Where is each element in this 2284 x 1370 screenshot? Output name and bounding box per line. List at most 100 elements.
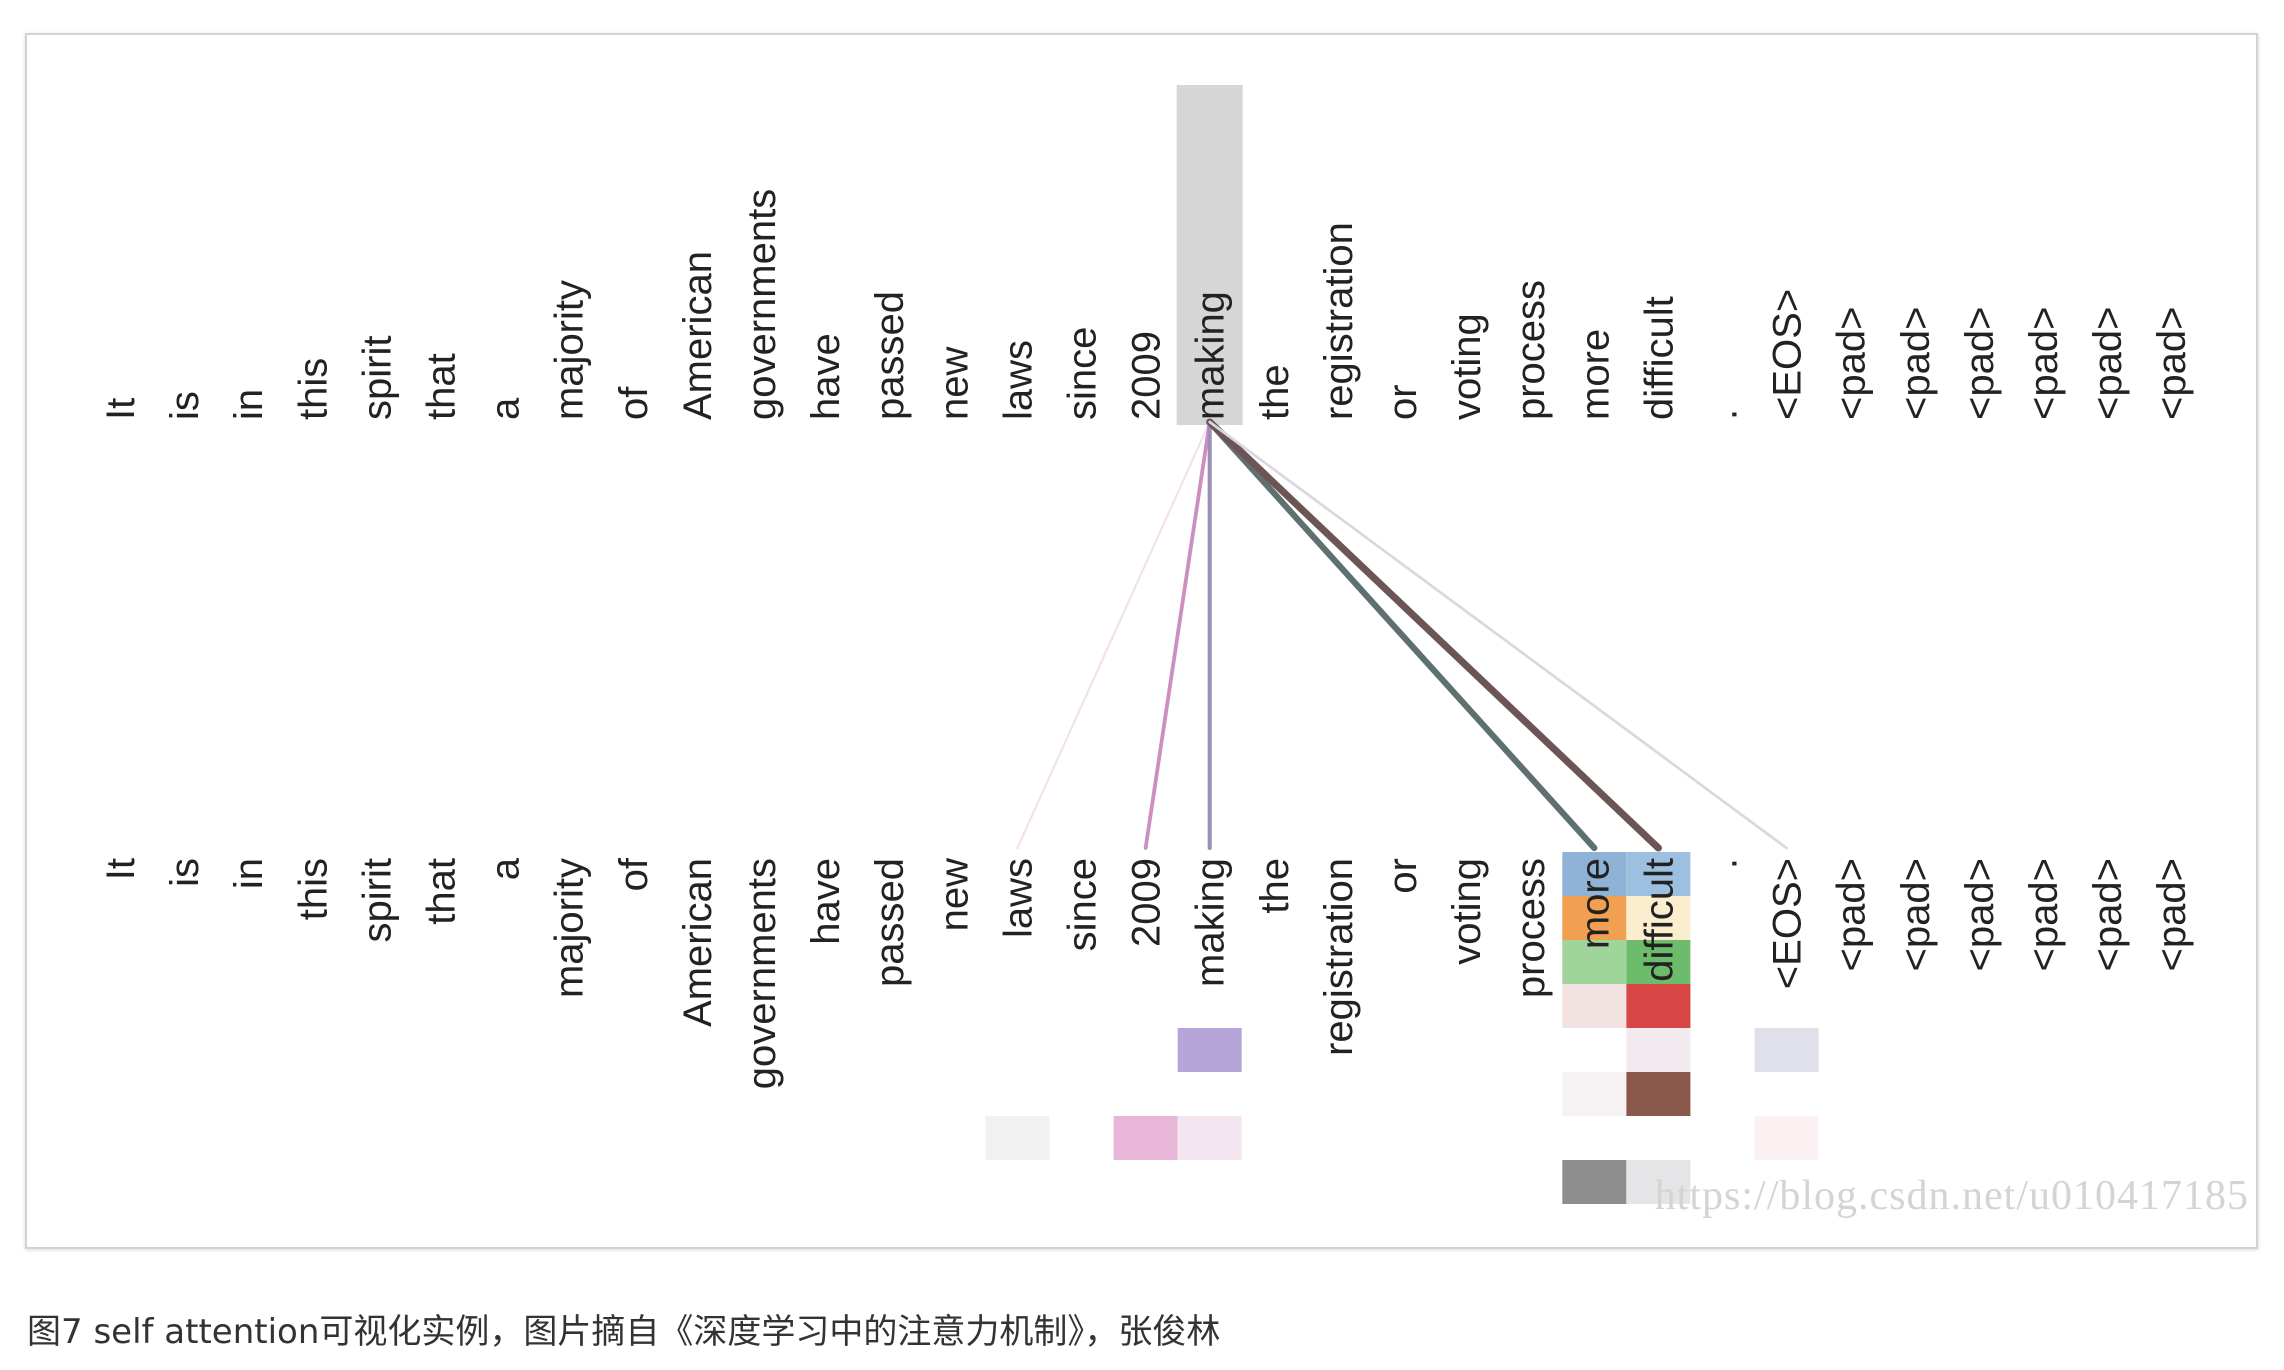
attention-head-cell xyxy=(1562,1072,1627,1116)
attention-head-cell xyxy=(1113,1116,1178,1160)
top-token: new xyxy=(932,347,976,420)
top-token: <pad> xyxy=(1958,307,2002,420)
bottom-token: registration xyxy=(1317,858,1361,1056)
top-token: of xyxy=(612,386,656,420)
bottom-token: 2009 xyxy=(1125,858,1169,947)
attention-head-cell xyxy=(1626,1028,1691,1072)
attention-line xyxy=(1143,420,1212,850)
attention-head-cell xyxy=(1177,1028,1242,1072)
attention-line xyxy=(1016,420,1211,850)
attention-lines-layer xyxy=(1016,418,1788,852)
bottom-token: <pad> xyxy=(1958,858,2002,971)
attention-head-cell xyxy=(1754,1028,1819,1072)
top-token: is xyxy=(163,391,207,420)
bottom-token: in xyxy=(227,858,271,889)
attention-head-cell xyxy=(1626,896,1691,940)
attention-head-cell xyxy=(1177,1116,1242,1160)
attention-head-cell xyxy=(1562,1160,1627,1204)
top-token: process xyxy=(1509,280,1553,420)
attention-line xyxy=(1206,418,1662,852)
top-token: majority xyxy=(548,280,592,420)
bottom-token: the xyxy=(1253,858,1297,914)
top-token: making xyxy=(1189,291,1233,420)
bottom-token: passed xyxy=(868,858,912,987)
top-token-row: It is in this spirit that a majority of American g… xyxy=(99,189,2194,420)
bottom-token: that xyxy=(420,858,464,925)
top-token: 2009 xyxy=(1125,331,1169,420)
top-token: <pad> xyxy=(2086,307,2130,420)
top-token: <pad> xyxy=(1830,307,1874,420)
attention-head-cell xyxy=(1626,940,1691,984)
top-token: . xyxy=(1702,409,1746,420)
bottom-token: <pad> xyxy=(2150,858,2194,971)
bottom-token: . xyxy=(1702,858,1746,869)
bottom-token: process xyxy=(1509,858,1553,998)
top-token: since xyxy=(1061,327,1105,420)
bottom-token: laws xyxy=(996,858,1040,938)
top-token: <pad> xyxy=(1894,307,1938,420)
figure-frame xyxy=(25,33,2258,1249)
bottom-token: American xyxy=(676,858,720,1027)
bottom-token: of xyxy=(612,857,656,891)
attention-line xyxy=(1208,420,1788,850)
query-highlight-layer xyxy=(1176,85,1243,425)
top-token: or xyxy=(1381,384,1425,420)
attention-head-cell xyxy=(985,1116,1050,1160)
bottom-token: <EOS> xyxy=(1766,858,1810,989)
figure-caption: 图7 self attention可视化实例，图片摘自《深度学习中的注意力机制》… xyxy=(27,1312,1221,1352)
top-token: registration xyxy=(1317,222,1361,420)
bottom-token: this xyxy=(291,858,335,920)
bottom-token: is xyxy=(163,858,207,887)
query-token-highlight xyxy=(1176,85,1243,425)
attention-head-cell xyxy=(1562,896,1627,940)
top-token: <pad> xyxy=(2150,307,2194,420)
head-cells-layer xyxy=(985,852,1819,1204)
bottom-token: voting xyxy=(1445,858,1489,965)
bottom-token: <pad> xyxy=(1830,858,1874,971)
attention-line xyxy=(1206,418,1598,852)
attention-head-cell xyxy=(1562,852,1627,896)
attention-head-cell xyxy=(1626,852,1691,896)
top-token: laws xyxy=(996,340,1040,420)
bottom-token: <pad> xyxy=(2022,858,2066,971)
attention-head-cell xyxy=(1562,984,1627,1028)
top-token: It xyxy=(99,398,143,420)
top-token: passed xyxy=(868,291,912,420)
attention-head-cell xyxy=(1626,984,1691,1028)
bottom-token: difficult xyxy=(1637,858,1681,982)
bottom-token: new xyxy=(932,858,976,931)
top-token: spirit xyxy=(355,336,399,420)
top-token: the xyxy=(1253,364,1297,420)
top-token: more xyxy=(1573,329,1617,420)
bottom-token: or xyxy=(1381,858,1425,894)
attention-visualization: It is in this spirit that a majority of American g… xyxy=(99,85,2194,1204)
bottom-token: It xyxy=(99,858,143,880)
bottom-token: have xyxy=(804,858,848,945)
top-token: American xyxy=(676,251,720,420)
top-token: governments xyxy=(740,189,784,420)
bottom-token-row: It is in this spirit that a majority of American g… xyxy=(99,857,2194,1089)
top-token: this xyxy=(291,358,335,420)
top-token: <EOS> xyxy=(1766,289,1810,420)
attention-head-cell xyxy=(1626,1072,1691,1116)
attention-head-cell xyxy=(1754,1116,1819,1160)
attention-head-cell xyxy=(1626,1160,1691,1204)
bottom-token: governments xyxy=(740,858,784,1089)
bottom-token: majority xyxy=(548,858,592,998)
bottom-token: spirit xyxy=(355,858,399,942)
top-token: that xyxy=(420,353,464,420)
top-token: in xyxy=(227,389,271,420)
bottom-token: <pad> xyxy=(1894,858,1938,971)
bottom-token: since xyxy=(1061,858,1105,951)
top-token: a xyxy=(484,397,528,420)
top-token: voting xyxy=(1445,313,1489,420)
bottom-token: a xyxy=(484,857,528,880)
bottom-token: making xyxy=(1189,858,1233,987)
top-token: difficult xyxy=(1637,296,1681,420)
top-token: <pad> xyxy=(2022,307,2066,420)
bottom-token: <pad> xyxy=(2086,858,2130,971)
bottom-token: more xyxy=(1573,858,1617,949)
watermark-text: https://blog.csdn.net/u010417185 xyxy=(1654,1173,2249,1219)
attention-head-cell xyxy=(1562,940,1627,984)
top-token: have xyxy=(804,333,848,420)
